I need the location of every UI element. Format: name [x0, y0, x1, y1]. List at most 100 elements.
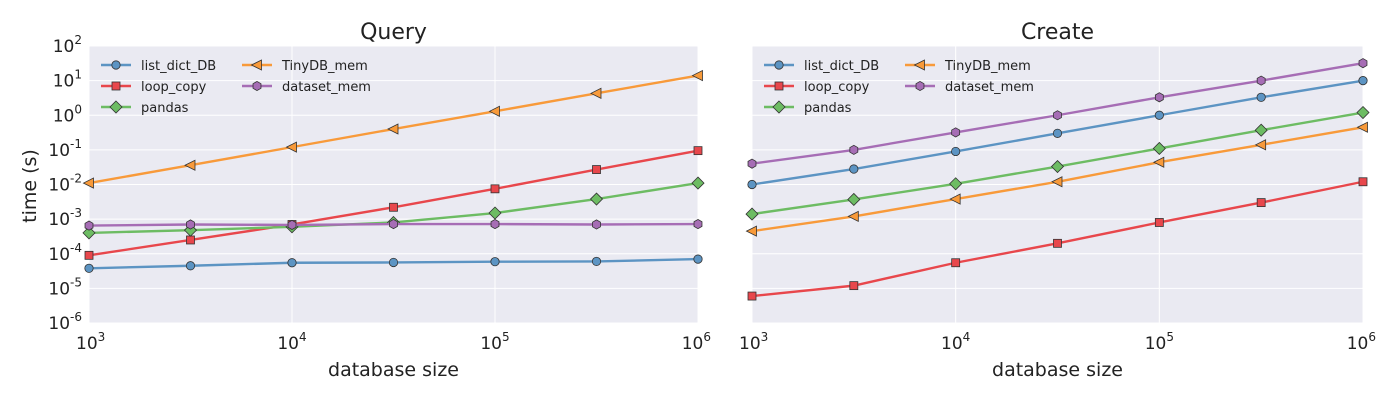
legend-item: list_dict_DB — [101, 59, 216, 74]
data-point — [849, 144, 859, 155]
data-point — [1053, 238, 1062, 248]
data-point — [488, 105, 500, 117]
y-tick-label: 101 — [53, 68, 82, 92]
y-tick-label: 102 — [53, 33, 82, 57]
legend-marker — [111, 60, 121, 70]
data-point — [745, 225, 757, 237]
data-point — [1356, 121, 1368, 133]
data-point — [1358, 76, 1368, 86]
series-list_dict_DB — [84, 254, 703, 273]
legend-item: dataset_mem — [905, 80, 1034, 95]
panel-query: Query database size 103 104 105 106 10-6 10-5 10… — [48, 20, 711, 381]
data-point — [388, 257, 399, 268]
data-point — [1154, 92, 1164, 103]
data-point — [693, 146, 703, 156]
legend-marker — [774, 81, 784, 91]
legend-marker — [109, 100, 123, 114]
x-tick-label: 103 — [76, 330, 105, 354]
data-point — [84, 250, 94, 260]
y-tick-label: 10-6 — [48, 310, 82, 334]
data-point — [84, 220, 94, 231]
data-point — [1152, 141, 1166, 156]
chart-title: Create — [1021, 20, 1094, 45]
x-tick-label: 106 — [1347, 330, 1376, 354]
data-point — [849, 164, 859, 174]
legend-marker — [250, 59, 262, 71]
data-point — [1256, 92, 1266, 102]
data-point — [847, 192, 861, 207]
data-point — [287, 258, 297, 268]
data-point — [949, 177, 963, 191]
data-point — [285, 141, 297, 153]
data-point — [82, 177, 94, 189]
data-point — [490, 218, 500, 230]
y-tick-label: 10-3 — [48, 206, 82, 230]
legend-marker — [772, 100, 786, 114]
data-point — [592, 165, 601, 174]
legend-item: TinyDB_mem — [905, 59, 1031, 74]
legend-item: loop_copy — [101, 80, 207, 95]
legend-label: list_dict_DB — [804, 59, 879, 74]
series-TinyDB_mem — [745, 121, 1368, 237]
legend-item: pandas — [764, 100, 852, 116]
x-tick-label: 105 — [480, 330, 509, 354]
legend-item: list_dict_DB — [764, 59, 879, 74]
series-loop_copy — [747, 177, 1368, 301]
data-point — [691, 176, 705, 190]
legend-item: TinyDB_mem — [242, 59, 368, 74]
data-point — [287, 219, 297, 230]
data-point — [1256, 75, 1266, 86]
data-point — [387, 123, 399, 135]
data-point — [951, 127, 961, 138]
data-point — [592, 219, 601, 230]
series-dataset_mem — [747, 58, 1368, 169]
data-point — [82, 226, 96, 240]
data-point — [591, 256, 602, 267]
data-point — [389, 218, 398, 230]
data-point — [747, 158, 757, 169]
legend-label: TinyDB_mem — [281, 59, 368, 74]
data-point — [1152, 156, 1165, 168]
data-point — [1154, 110, 1164, 120]
series-loop_copy — [84, 146, 703, 260]
data-point — [745, 207, 759, 221]
data-point — [1052, 128, 1063, 138]
series-dataset_mem — [84, 218, 703, 231]
x-tick-label: 105 — [1145, 330, 1174, 354]
data-point — [184, 159, 196, 171]
legend-label: dataset_mem — [282, 80, 371, 95]
legend-marker — [913, 59, 925, 71]
legend-marker — [774, 60, 784, 70]
data-point — [693, 218, 703, 230]
data-point — [1050, 159, 1065, 174]
data-point — [693, 254, 703, 264]
series-list_dict_DB — [747, 76, 1368, 190]
data-point — [1053, 110, 1062, 121]
y-axis-label: time (s) — [19, 149, 41, 223]
data-point — [1254, 123, 1268, 137]
data-point — [1358, 177, 1368, 187]
panel-create: Create database size 103 104 105 106 list_dict… — [739, 20, 1376, 381]
legend-label: dataset_mem — [945, 80, 1034, 95]
series-TinyDB_mem — [82, 69, 703, 189]
data-point — [1154, 218, 1164, 227]
data-point — [186, 235, 195, 245]
data-point — [951, 146, 961, 157]
data-point — [747, 179, 757, 190]
legend-label: TinyDB_mem — [944, 59, 1031, 74]
data-point — [589, 192, 604, 206]
data-point — [1356, 105, 1370, 120]
legend-label: list_dict_DB — [141, 59, 216, 74]
data-point — [1254, 139, 1267, 151]
x-tick-label: 104 — [277, 330, 306, 354]
data-point — [691, 69, 703, 82]
data-point — [389, 202, 398, 212]
data-point — [186, 219, 195, 230]
data-point — [849, 281, 859, 291]
x-tick-label: 104 — [941, 330, 970, 354]
y-tick-label: 10-4 — [48, 241, 82, 265]
legend-label: loop_copy — [141, 80, 207, 95]
data-point — [1358, 58, 1368, 69]
